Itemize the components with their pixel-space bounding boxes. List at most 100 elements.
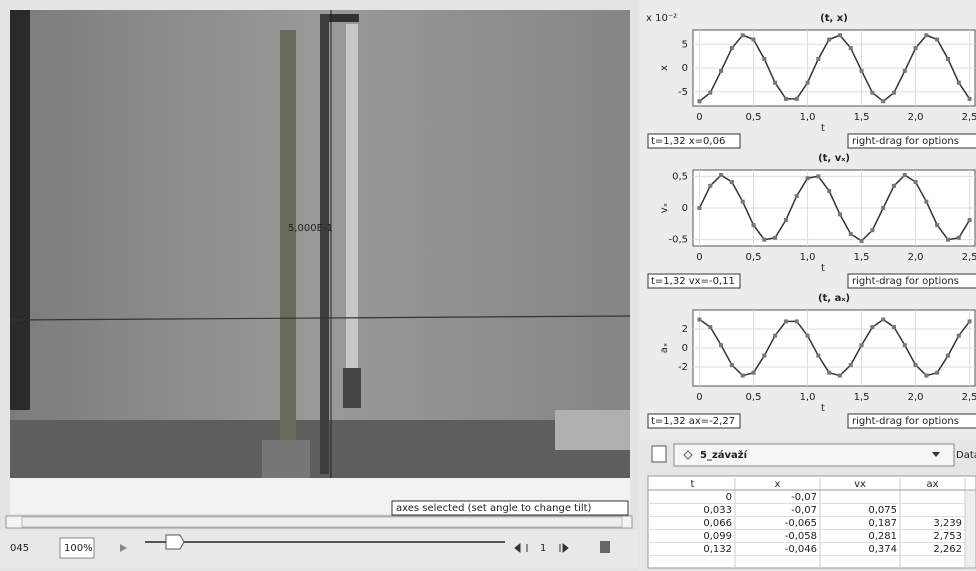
data-point [968,218,972,222]
cell: -0,07 [791,492,817,503]
cell: 3,239 [933,518,962,529]
table-edge [555,410,630,450]
base [262,440,310,478]
plot-title: (t, x) [820,13,848,24]
y-tick-label: -0,5 [668,235,688,246]
data-point [849,363,853,367]
x-tick-label: 2,5 [962,392,976,403]
data-point [730,180,734,184]
cell: 2,753 [933,531,962,542]
clamp [329,14,359,22]
x-tick-label: 0,5 [746,112,762,123]
table-icon[interactable] [652,446,666,462]
y-tick-label: -5 [678,87,688,98]
data-point [881,206,885,210]
cell: 0,187 [868,518,897,529]
data-point [762,57,766,61]
data-point [881,318,885,322]
data-point [708,325,712,329]
data-point [903,69,907,73]
data-point [816,354,820,358]
page: 5,000E-1 axes selected (set angle to cha… [0,0,976,571]
data-button[interactable]: Data [956,450,976,461]
column-header: ax [926,479,938,490]
data-point [957,334,961,338]
hint: right-drag for options [852,136,959,147]
data-point [762,354,766,358]
data-point [719,69,723,73]
data-point [730,363,734,367]
x-tick-label: 0 [696,392,702,403]
cell: 0,281 [868,531,897,542]
data-point [914,180,918,184]
x-tick-label: 2,0 [908,112,924,123]
data-point [773,81,777,85]
data-point [697,206,701,210]
data-point [935,38,939,42]
data-point [968,97,972,101]
data-point [860,343,864,347]
y-tick-label: 0 [682,63,688,74]
data-point [849,46,853,50]
clip-settings[interactable] [600,541,610,553]
data-point [838,374,842,378]
data-point [903,343,907,347]
data-point [892,325,896,329]
data-point [752,223,756,227]
data-point [708,91,712,95]
y-tick-label: -2 [678,362,688,373]
scroll-thumb[interactable] [22,517,622,527]
data-point [806,176,810,180]
data-point [924,200,928,204]
table-scrollbar[interactable] [965,490,976,568]
data-point [784,218,788,222]
data-point [860,239,864,243]
x-tick-label: 0 [696,112,702,123]
data-point [924,33,928,37]
readout: t=1,32 x=0,06 [651,136,725,147]
status-text: axes selected (set angle to change tilt) [396,503,592,514]
x-tick-label: 2,5 [962,252,976,263]
data-point [870,91,874,95]
data-point [914,46,918,50]
data-point [968,319,972,323]
readout: t=1,32 ax=-2,27 [651,416,735,427]
weight [343,368,361,408]
data-point [881,99,885,103]
data-point [752,38,756,42]
data-point [827,189,831,193]
plot-title: (t, aₓ) [818,293,850,304]
y-tick-label: 0 [682,203,688,214]
data-point [741,374,745,378]
y-tick-label: 0 [682,343,688,354]
cell: 0,066 [703,518,732,529]
x-tick-label: 1,5 [854,252,870,263]
cell: 0,374 [868,544,897,555]
data-point [806,81,810,85]
cell: 2,262 [933,544,962,555]
cell: 0,099 [703,531,732,542]
plot-title: (t, vₓ) [818,153,850,164]
x-tick-label: 1,0 [800,252,816,263]
cell: -0,07 [791,505,817,516]
hint: right-drag for options [852,276,959,287]
x-tick-label: 2,5 [962,112,976,123]
y-tick-label: 5 [682,39,688,50]
x-tick-label: 2,0 [908,252,924,263]
column-header: vx [854,479,866,490]
data-point [903,173,907,177]
data-point [816,57,820,61]
y-axis-label: vₓ [659,203,670,213]
readout: t=1,32 vx=-0,11 [651,276,735,287]
track-name: 5_závaží [700,449,748,461]
cell: 0 [726,492,732,503]
x-tick-label: 1,0 [800,112,816,123]
cell: 0,132 [703,544,732,555]
data-point [773,334,777,338]
cell: -0,058 [785,531,817,542]
ruler [280,30,296,450]
x-tick-label: 0,5 [746,252,762,263]
slider-knob[interactable] [166,535,184,549]
data-point [795,97,799,101]
data-point [849,232,853,236]
